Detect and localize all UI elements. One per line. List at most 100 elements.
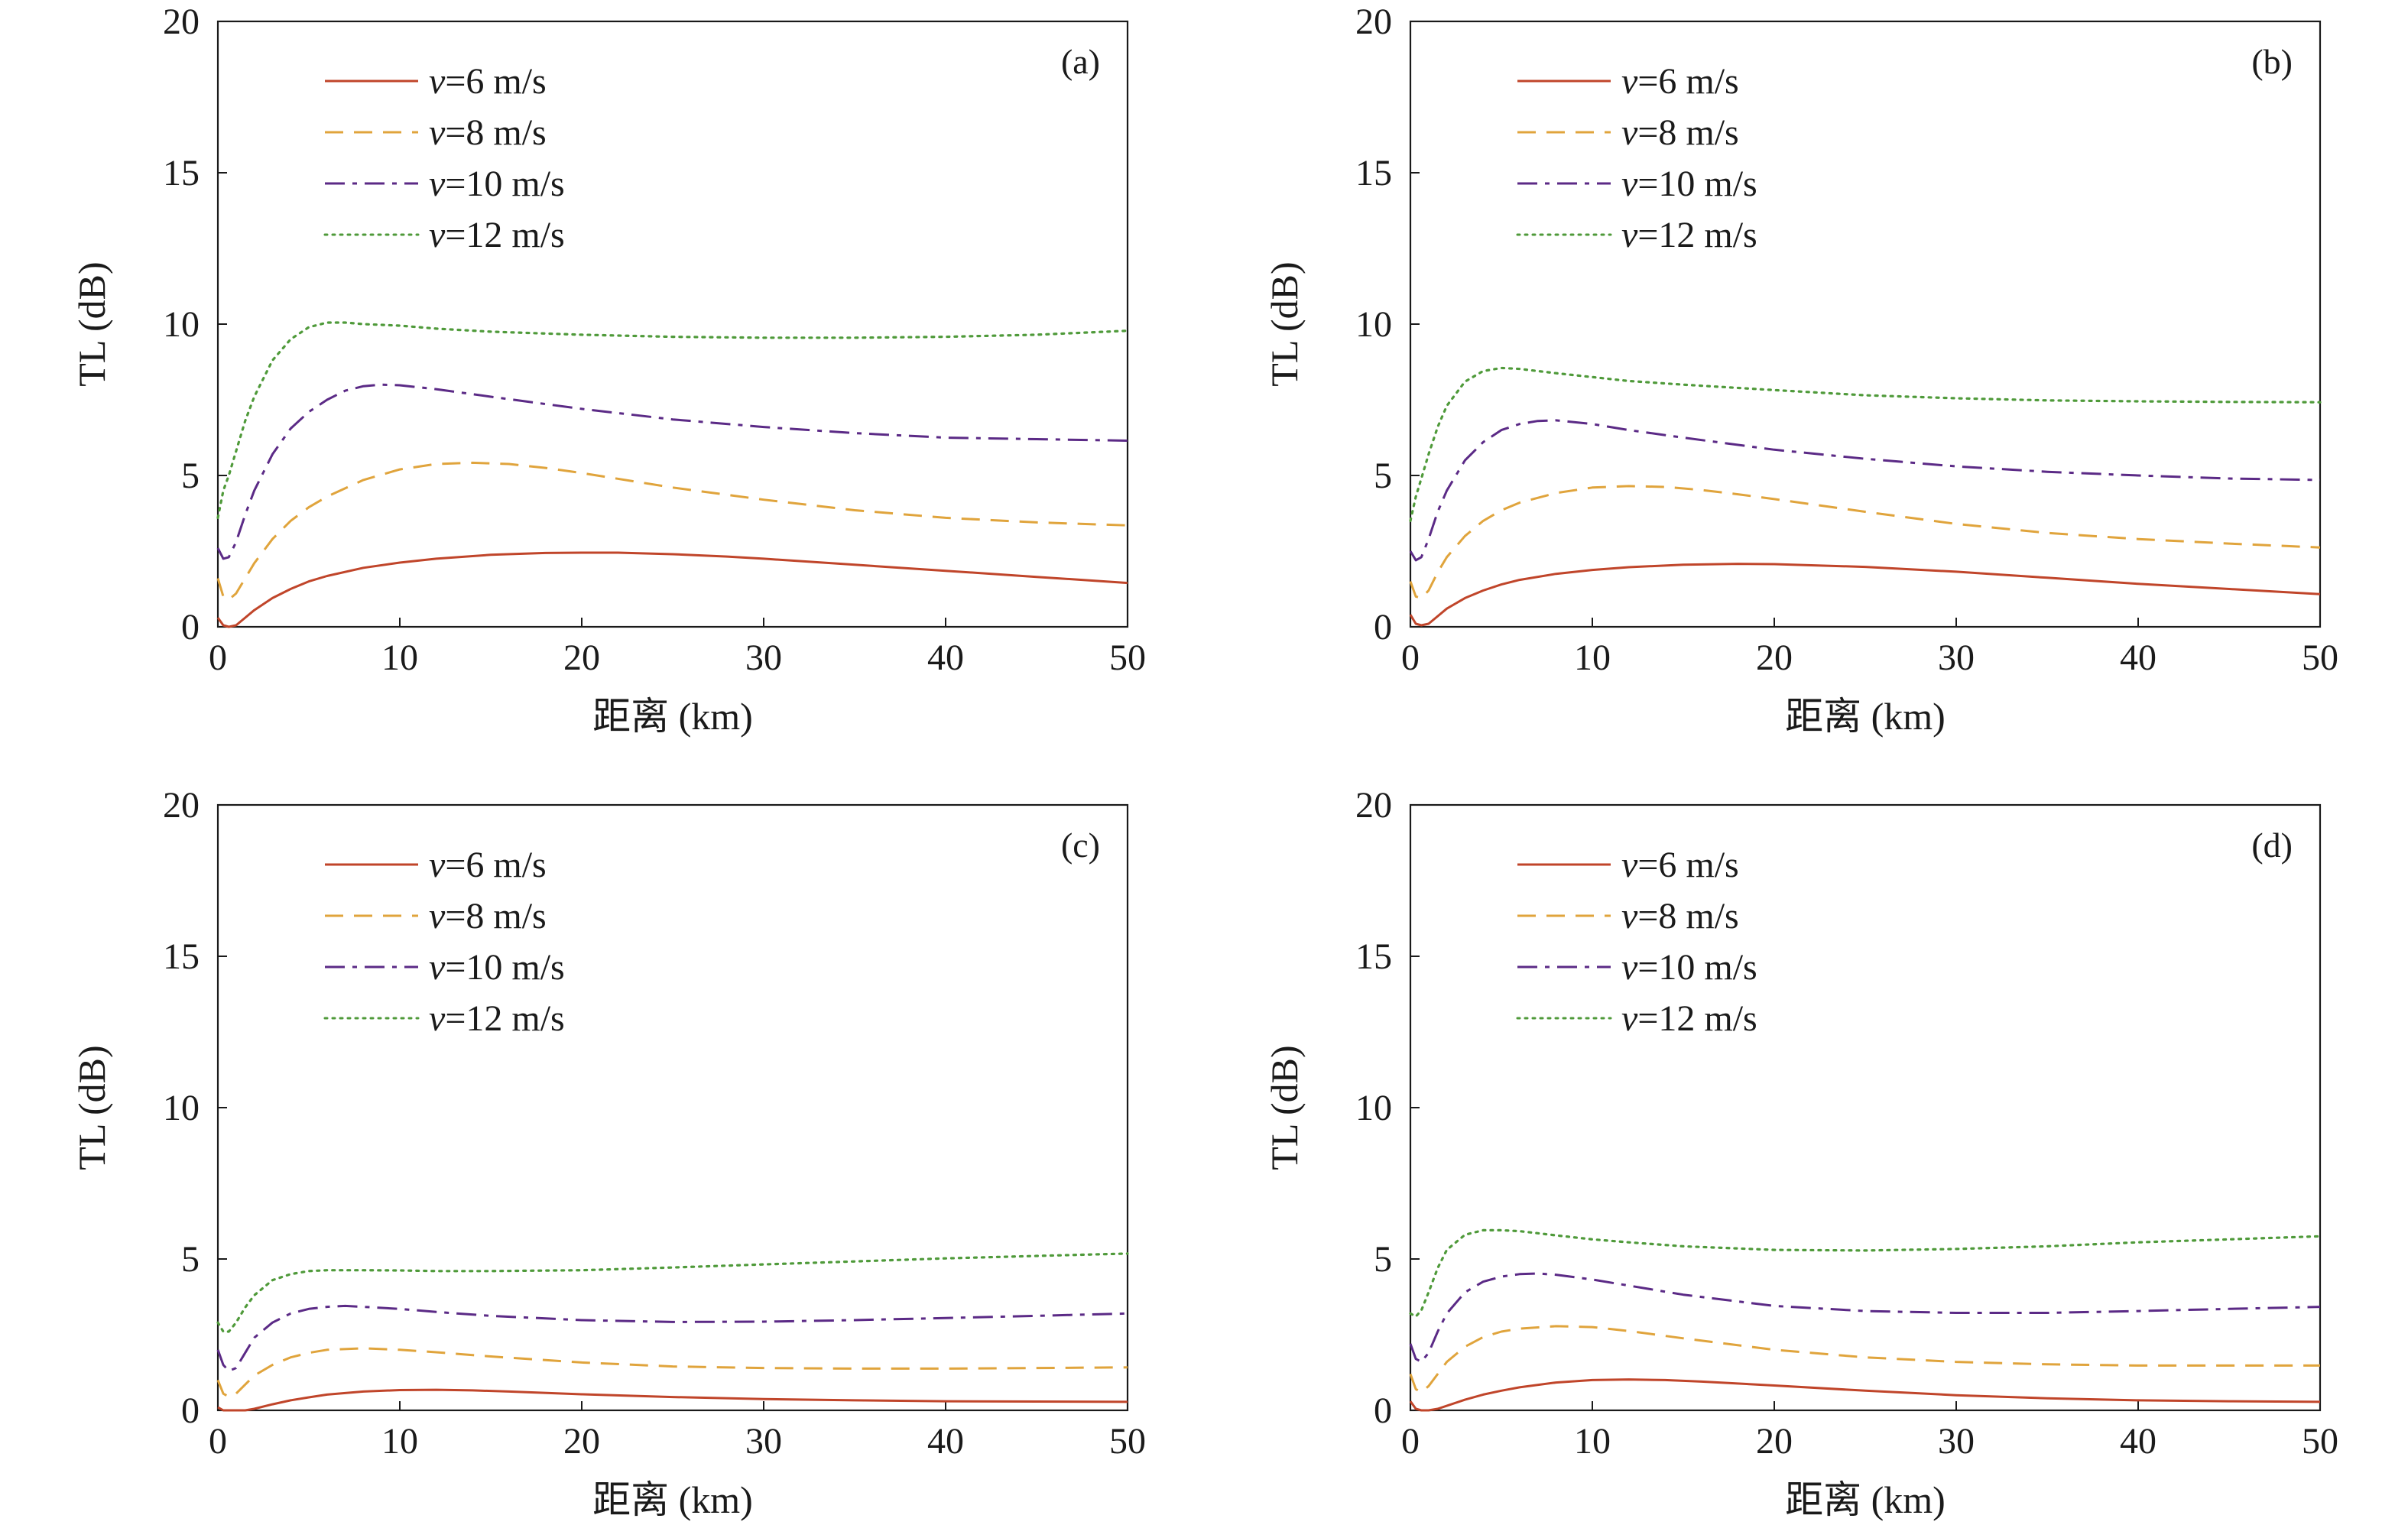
legend-variable: v bbox=[429, 112, 446, 153]
plot-frame bbox=[1409, 20, 2322, 628]
legend-value: =6 m/s bbox=[1637, 845, 1738, 885]
legend-variable: v bbox=[1621, 112, 1638, 153]
legend-value: =6 m/s bbox=[1637, 61, 1738, 102]
legend-value: =8 m/s bbox=[1637, 112, 1738, 153]
legend-label: v=10 m/s bbox=[1621, 947, 1757, 988]
panel-label: (c) bbox=[1061, 826, 1100, 865]
panel-label: (a) bbox=[1061, 42, 1100, 81]
y-tick-label: 10 bbox=[163, 1088, 200, 1128]
legend-label: v=8 m/s bbox=[429, 112, 547, 153]
legend-label: v=12 m/s bbox=[429, 998, 565, 1039]
x-tick-label: 20 bbox=[1756, 1421, 1793, 1462]
legend-value: =6 m/s bbox=[445, 61, 546, 102]
x-tick-label: 10 bbox=[381, 1421, 418, 1462]
x-tick-label: 10 bbox=[1574, 1421, 1611, 1462]
series-line bbox=[1409, 419, 2321, 562]
series-line bbox=[1409, 1378, 2321, 1412]
legend-value: =12 m/s bbox=[445, 998, 564, 1039]
y-tick-label: 15 bbox=[163, 153, 200, 193]
legend-variable: v bbox=[429, 845, 446, 885]
x-tick-label: 0 bbox=[1401, 1421, 1420, 1462]
legend-value: =6 m/s bbox=[445, 845, 546, 885]
series-line bbox=[216, 321, 1129, 519]
x-tick-label: 20 bbox=[563, 1421, 600, 1462]
y-tick-label: 20 bbox=[163, 785, 200, 826]
x-axis-label: 距离 (km) bbox=[592, 1478, 753, 1521]
legend-label: v=6 m/s bbox=[1621, 845, 1739, 885]
legend-value: =12 m/s bbox=[445, 215, 564, 255]
legend-value: =12 m/s bbox=[1637, 215, 1757, 255]
legend-label: v=10 m/s bbox=[1621, 164, 1757, 204]
legend-label: v=12 m/s bbox=[1621, 998, 1757, 1039]
y-axis-label: TL (dB) bbox=[1263, 1045, 1306, 1170]
y-tick-label: 15 bbox=[163, 936, 200, 977]
x-axis-label: 距离 (km) bbox=[592, 695, 753, 738]
y-tick-label: 0 bbox=[1374, 1390, 1392, 1431]
series-line bbox=[216, 461, 1128, 601]
x-tick-label: 0 bbox=[209, 638, 227, 678]
y-tick-label: 10 bbox=[1355, 1088, 1392, 1128]
legend-value: =10 m/s bbox=[1637, 947, 1757, 988]
x-axis-label: 距离 (km) bbox=[1785, 695, 1946, 738]
x-tick-label: 50 bbox=[2302, 638, 2338, 678]
legend-label: v=12 m/s bbox=[429, 215, 565, 255]
x-tick-label: 50 bbox=[2302, 1421, 2338, 1462]
legend-variable: v bbox=[1621, 61, 1638, 102]
y-tick-label: 5 bbox=[1374, 456, 1392, 496]
x-tick-label: 40 bbox=[927, 1421, 964, 1462]
legend-variable: v bbox=[429, 215, 446, 255]
legend-label: v=6 m/s bbox=[1621, 61, 1739, 102]
legend-label: v=8 m/s bbox=[429, 896, 547, 936]
legend-variable: v bbox=[429, 947, 446, 988]
y-tick-label: 10 bbox=[163, 304, 200, 345]
x-tick-label: 30 bbox=[1938, 1421, 1975, 1462]
legend-value: =10 m/s bbox=[445, 164, 564, 204]
series-line bbox=[1409, 485, 2321, 599]
y-axis-label: TL (dB) bbox=[70, 261, 113, 386]
series-line bbox=[1409, 1272, 2321, 1364]
panel-label: (b) bbox=[2251, 42, 2293, 81]
series-line bbox=[1409, 1325, 2320, 1394]
y-axis-label: TL (dB) bbox=[1263, 261, 1306, 386]
y-tick-label: 0 bbox=[181, 607, 200, 647]
series-line bbox=[216, 383, 1128, 560]
legend-label: v=6 m/s bbox=[429, 845, 547, 885]
panel-label: (d) bbox=[2251, 826, 2293, 865]
legend-variable: v bbox=[429, 164, 446, 204]
x-tick-label: 30 bbox=[1938, 638, 1975, 678]
y-tick-label: 5 bbox=[181, 1239, 200, 1280]
legend-label: v=12 m/s bbox=[1621, 215, 1757, 255]
y-axis-label: TL (dB) bbox=[70, 1045, 113, 1170]
y-tick-label: 20 bbox=[163, 2, 200, 42]
plot-frame bbox=[1409, 803, 2322, 1412]
series-line bbox=[217, 1388, 1128, 1412]
legend-label: v=10 m/s bbox=[429, 947, 565, 988]
legend-value: =8 m/s bbox=[445, 112, 546, 153]
legend-value: =10 m/s bbox=[445, 947, 564, 988]
y-tick-label: 5 bbox=[181, 456, 200, 496]
legend-label: v=10 m/s bbox=[429, 164, 565, 204]
legend-label: v=8 m/s bbox=[1621, 112, 1739, 153]
legend-label: v=8 m/s bbox=[1621, 896, 1739, 936]
x-tick-label: 50 bbox=[1109, 1421, 1146, 1462]
legend-value: =12 m/s bbox=[1637, 998, 1757, 1039]
x-tick-label: 30 bbox=[745, 1421, 782, 1462]
x-tick-label: 20 bbox=[1756, 638, 1793, 678]
y-tick-label: 15 bbox=[1355, 936, 1392, 977]
x-tick-label: 40 bbox=[927, 638, 964, 678]
x-tick-label: 20 bbox=[563, 638, 600, 678]
x-tick-label: 10 bbox=[381, 638, 418, 678]
x-tick-label: 30 bbox=[745, 638, 782, 678]
legend-variable: v bbox=[1621, 998, 1638, 1039]
plot-frame bbox=[216, 20, 1129, 628]
y-tick-label: 20 bbox=[1355, 785, 1392, 826]
y-tick-label: 20 bbox=[1355, 2, 1392, 42]
legend-value: =8 m/s bbox=[1637, 896, 1738, 936]
x-tick-label: 40 bbox=[2120, 1421, 2156, 1462]
series-line bbox=[1409, 366, 2322, 522]
legend-variable: v bbox=[429, 61, 446, 102]
series-line bbox=[216, 551, 1128, 628]
legend-variable: v bbox=[1621, 164, 1638, 204]
